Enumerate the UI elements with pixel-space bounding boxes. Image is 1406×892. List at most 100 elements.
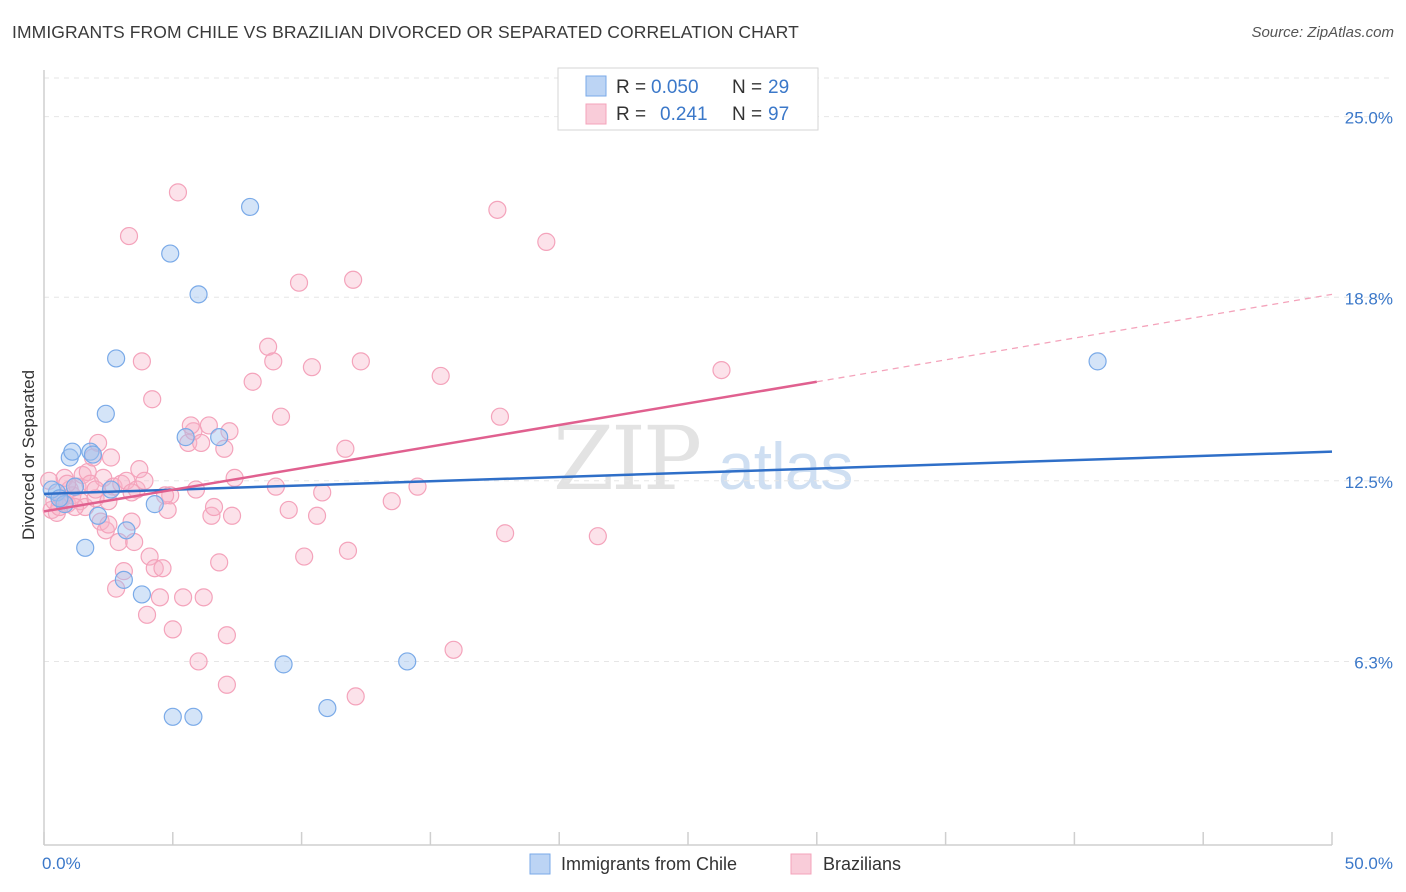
y-tick-labels: 25.0% 18.8% 12.5% 6.3% <box>1345 109 1393 673</box>
brazilians-point-30 <box>119 226 139 246</box>
legend-n-value-chile: 29 <box>768 77 789 98</box>
brazilians-point-88 <box>189 652 208 671</box>
brazilians-point-78 <box>382 492 401 511</box>
brazilians-point-82 <box>488 200 507 219</box>
chile-point-19 <box>184 707 203 726</box>
brazilians-point-83 <box>490 407 510 426</box>
brazilians-point-58 <box>217 626 236 645</box>
brazilians-point-31 <box>122 512 141 531</box>
brazilians-point-38 <box>140 547 159 566</box>
brazilians-point-68 <box>289 273 309 292</box>
chile-point-7 <box>83 445 103 464</box>
y-tick-label-3: 6.3% <box>1354 653 1393 672</box>
bottom-legend-label-chile: Immigrants from Chile <box>561 854 737 874</box>
legend-n-value-brazilians: 97 <box>768 104 789 125</box>
y-tick-label-0: 25.0% <box>1345 109 1393 128</box>
legend-r-label-brazilians: R = <box>616 104 646 125</box>
legend-r-label-chile: R = <box>616 77 646 98</box>
brazilians-point-45 <box>163 620 182 639</box>
brazilians-point-72 <box>313 483 332 502</box>
brazilians-point-35 <box>132 352 151 371</box>
chile-point-23 <box>274 655 293 674</box>
chile-point-17 <box>163 707 182 726</box>
brazilians-point-91 <box>86 480 105 499</box>
brazilians-point-84 <box>496 524 515 543</box>
brazilians-point-76 <box>346 687 365 706</box>
trend-lines <box>43 293 1333 513</box>
brazilians-point-64 <box>264 352 283 371</box>
chile-point-9 <box>96 404 115 423</box>
brazilians-point-70 <box>302 358 322 377</box>
chile-point-26 <box>1088 352 1107 371</box>
bottom-legend-label-brazilians: Brazilians <box>823 854 901 874</box>
source-credit: Source: ZipAtlas.com <box>1251 24 1394 41</box>
chile-point-18 <box>176 428 195 447</box>
chile-point-14 <box>132 585 151 604</box>
chile-point-22 <box>240 197 260 217</box>
brazilians-point-85 <box>537 232 556 251</box>
brazilians-point-67 <box>279 500 298 520</box>
brazilians-point-75 <box>344 270 363 289</box>
brazilians-point-62 <box>243 372 262 391</box>
brazilians-point-41 <box>150 588 170 607</box>
watermark: ZIP atlas <box>553 407 853 510</box>
chile-point-16 <box>161 244 180 263</box>
trend-line-brazilians <box>43 380 818 513</box>
stats-legend: R = 0.050 N = 29 R = 0.241 N = 97 <box>557 67 819 131</box>
brazilians-point-87 <box>712 360 731 380</box>
bottom-legend-swatch-brazilians <box>790 853 812 875</box>
brazilians-point-80 <box>431 366 450 386</box>
chile-point-21 <box>210 428 229 447</box>
brazilians-point-57 <box>215 439 234 458</box>
svg-text:ZIP: ZIP <box>553 407 700 510</box>
brazilians-point-66 <box>271 407 291 426</box>
chile-point-10 <box>101 480 121 499</box>
brazilians-point-23 <box>101 448 121 467</box>
chile-point-12 <box>114 570 133 589</box>
series-legend: Immigrants from Chile Brazilians <box>529 853 901 875</box>
chile-point-11 <box>107 349 126 368</box>
chile-point-25 <box>398 652 417 671</box>
chile-point-24 <box>318 698 337 718</box>
legend-swatch-chile <box>585 75 607 97</box>
series-chile-points <box>42 197 1107 726</box>
brazilians-point-81 <box>444 640 463 659</box>
chile-point-13 <box>117 521 136 540</box>
brazilians-point-69 <box>295 547 314 566</box>
brazilians-point-86 <box>588 527 607 546</box>
brazilians-point-51 <box>192 433 211 453</box>
brazilians-point-73 <box>336 439 355 458</box>
chile-point-15 <box>145 495 164 514</box>
brazilians-point-77 <box>351 352 370 371</box>
brazilians-point-71 <box>307 506 327 525</box>
series-brazilians-points <box>40 183 731 706</box>
trend-line-brazilians-extension <box>816 293 1333 383</box>
svg-text:atlas: atlas <box>718 429 852 503</box>
chile-point-5 <box>76 538 95 557</box>
brazilians-point-36 <box>135 471 154 490</box>
x-tick-label-min: 0.0% <box>42 854 81 873</box>
brazilians-point-55 <box>204 497 224 517</box>
brazilians-point-94 <box>181 416 200 435</box>
legend-n-label-brazilians: N = <box>732 104 762 125</box>
brazilians-point-56 <box>210 553 229 572</box>
brazilians-point-59 <box>220 422 239 441</box>
brazilians-point-42 <box>153 559 172 578</box>
x-tick-marks <box>43 832 1333 845</box>
chile-point-8 <box>88 506 108 525</box>
legend-n-label-chile: N = <box>732 77 762 98</box>
chile-point-4 <box>63 442 82 461</box>
brazilians-point-89 <box>217 675 236 694</box>
chart-title: IMMIGRANTS FROM CHILE VS BRAZILIAN DIVOR… <box>12 22 799 42</box>
chile-point-3 <box>65 477 85 496</box>
trend-line-chile <box>43 450 1333 496</box>
brazilians-point-34 <box>130 460 149 479</box>
y-tick-label-1: 18.8% <box>1345 289 1393 308</box>
chile-point-20 <box>189 285 208 304</box>
legend-r-value-chile: 0.050 <box>651 77 699 98</box>
brazilians-point-47 <box>174 588 193 607</box>
brazilians-point-60 <box>222 506 242 525</box>
brazilians-point-52 <box>194 588 213 607</box>
brazilians-point-74 <box>338 541 358 560</box>
